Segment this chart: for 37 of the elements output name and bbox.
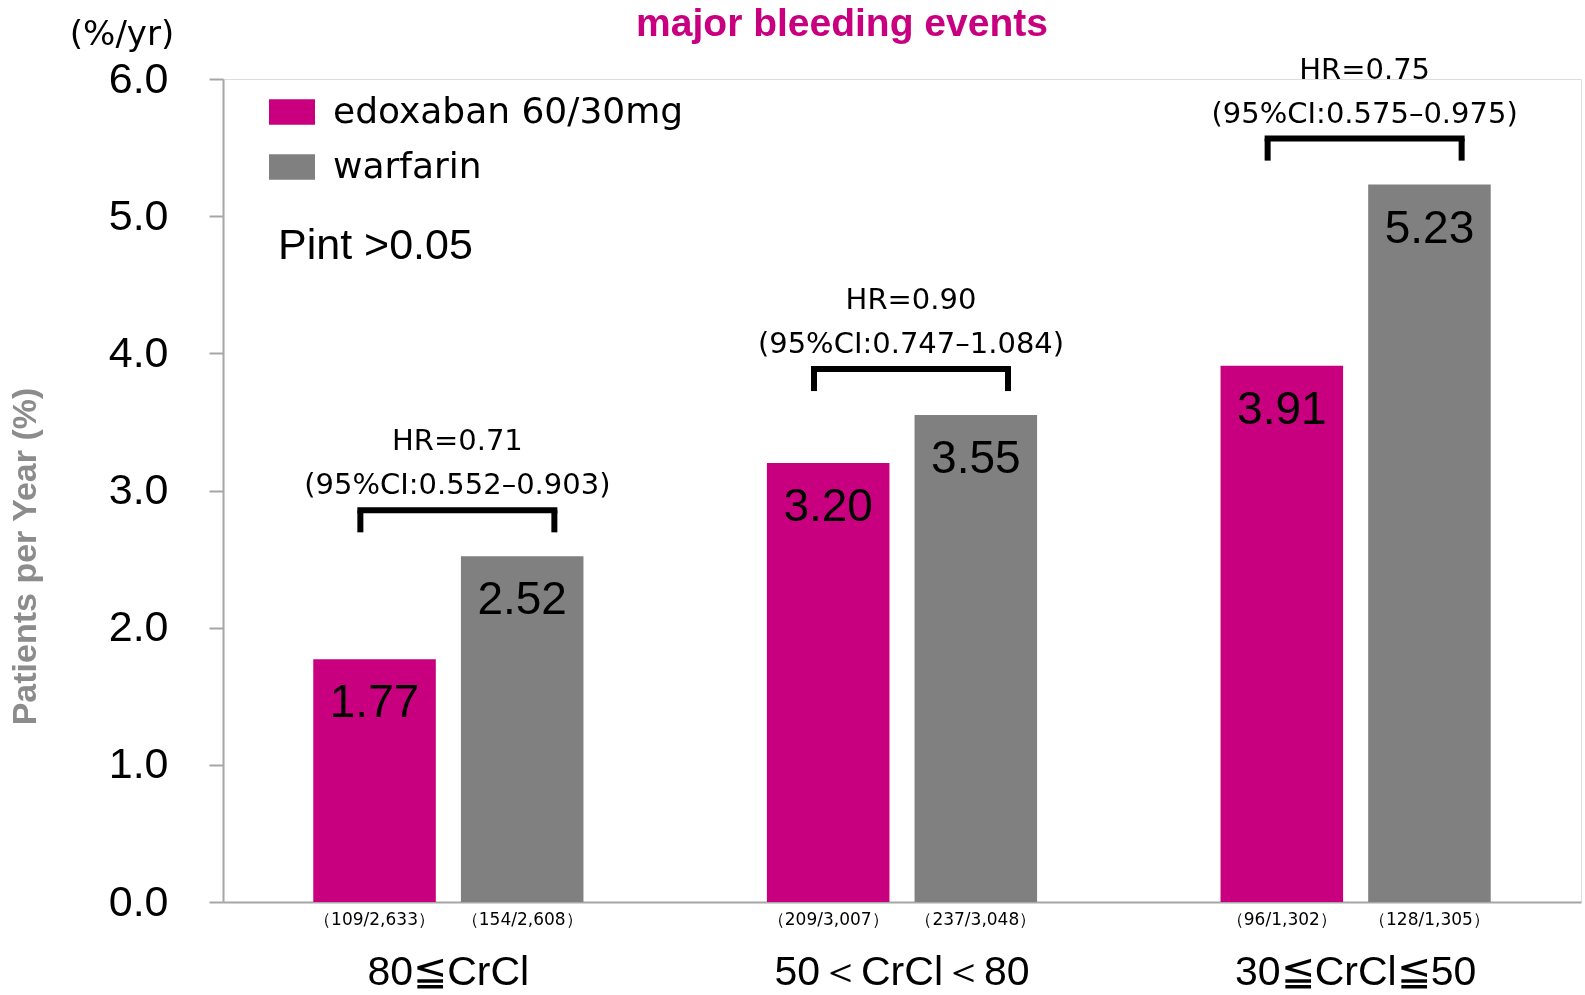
x-tick-label: 80≦CrCl	[367, 947, 530, 994]
annotation: HR=0.75 (95%CI:0.575–0.975)	[1211, 51, 1518, 130]
y-tick-label: 0.0	[108, 876, 169, 925]
text: （209/3,007）	[767, 909, 889, 929]
text: （237/3,048）	[915, 909, 1037, 929]
legend-label: edoxaban 60/30mg	[333, 90, 684, 131]
data-label: 5.23	[1384, 200, 1475, 253]
text: （109/2,633）	[314, 909, 435, 929]
y-tick-label: 6.0	[108, 53, 169, 102]
text: （128/1,305）	[1369, 909, 1490, 929]
data-label: 2.52	[477, 572, 567, 625]
x-tick-label: 30≦CrCl≦50	[1235, 947, 1477, 994]
annotation: HR=0.71 (95%CI:0.552–0.903)	[304, 423, 611, 502]
bar	[1368, 184, 1491, 902]
chart-title: major bleeding events	[636, 1, 1048, 44]
text: （154/2,608）	[461, 909, 583, 929]
text: (%/yr)	[69, 13, 175, 53]
bar	[914, 415, 1038, 902]
bar	[766, 463, 890, 902]
y-tick-label: 2.0	[108, 602, 169, 651]
bar	[460, 556, 584, 902]
y-tick-label: 3.0	[108, 465, 169, 513]
y-tick-label: 4.0	[108, 327, 169, 376]
x-tick-label: 50＜CrCl＜80	[774, 947, 1030, 994]
y-axis-title: Patients per Year (%)	[4, 387, 43, 726]
data-label: 3.91	[1237, 381, 1327, 434]
data-label: 1.77	[329, 675, 420, 728]
annotation: Pint >0.05	[278, 220, 473, 268]
data-label: 3.55	[931, 431, 1021, 484]
annotation: HR=0.90 (95%CI:0.747–1.084)	[757, 282, 1065, 361]
bar	[313, 659, 436, 902]
bar	[1220, 365, 1344, 902]
y-tick-label: 1.0	[108, 739, 169, 788]
legend-label: warfarin	[333, 145, 482, 186]
data-label: 3.20	[783, 479, 873, 532]
y-tick-label: 5.0	[108, 190, 169, 239]
text: （96/1,302）	[1226, 909, 1337, 929]
